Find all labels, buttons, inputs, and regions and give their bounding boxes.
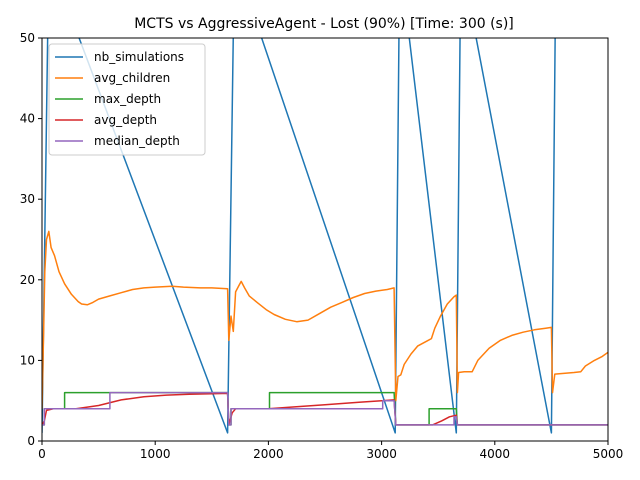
legend-label-max-depth: max_depth — [94, 92, 161, 106]
x-tick-label: 5000 — [593, 447, 624, 461]
y-tick-label: 10 — [20, 353, 35, 367]
x-tick-label: 1000 — [140, 447, 171, 461]
x-tick-label: 2000 — [253, 447, 284, 461]
series-layer — [42, 38, 608, 434]
legend-box — [48, 43, 206, 156]
x-tick-label: 0 — [38, 447, 46, 461]
legend: nb_simulations avg_children max_depth avg_d… — [48, 43, 206, 156]
series-line-avg-children — [42, 230, 608, 409]
x-tick-label: 3000 — [366, 447, 397, 461]
series-line-median-depth — [42, 391, 608, 426]
legend-label-avg-depth: avg_depth — [94, 113, 157, 127]
legend-label-nb-simulations: nb_simulations — [94, 50, 184, 64]
y-tick-label: 20 — [20, 273, 35, 287]
legend-label-median-depth: median_depth — [94, 134, 180, 148]
series-line-nb-simulations — [42, 38, 556, 434]
x-axis: 0 1000 2000 3000 4000 5000 — [38, 441, 623, 461]
y-tick-label: 50 — [20, 31, 35, 45]
y-tick-label: 0 — [27, 434, 35, 448]
y-axis: 0 10 20 30 40 50 — [20, 31, 42, 448]
legend-label-avg-children: avg_children — [94, 71, 170, 85]
chart-title: MCTS vs AggressiveAgent - Lost (90%) [Ti… — [134, 16, 514, 32]
x-tick-label: 4000 — [480, 447, 511, 461]
plot-frame — [41, 37, 609, 442]
y-tick-label: 30 — [20, 192, 35, 206]
y-tick-label: 40 — [20, 112, 35, 126]
